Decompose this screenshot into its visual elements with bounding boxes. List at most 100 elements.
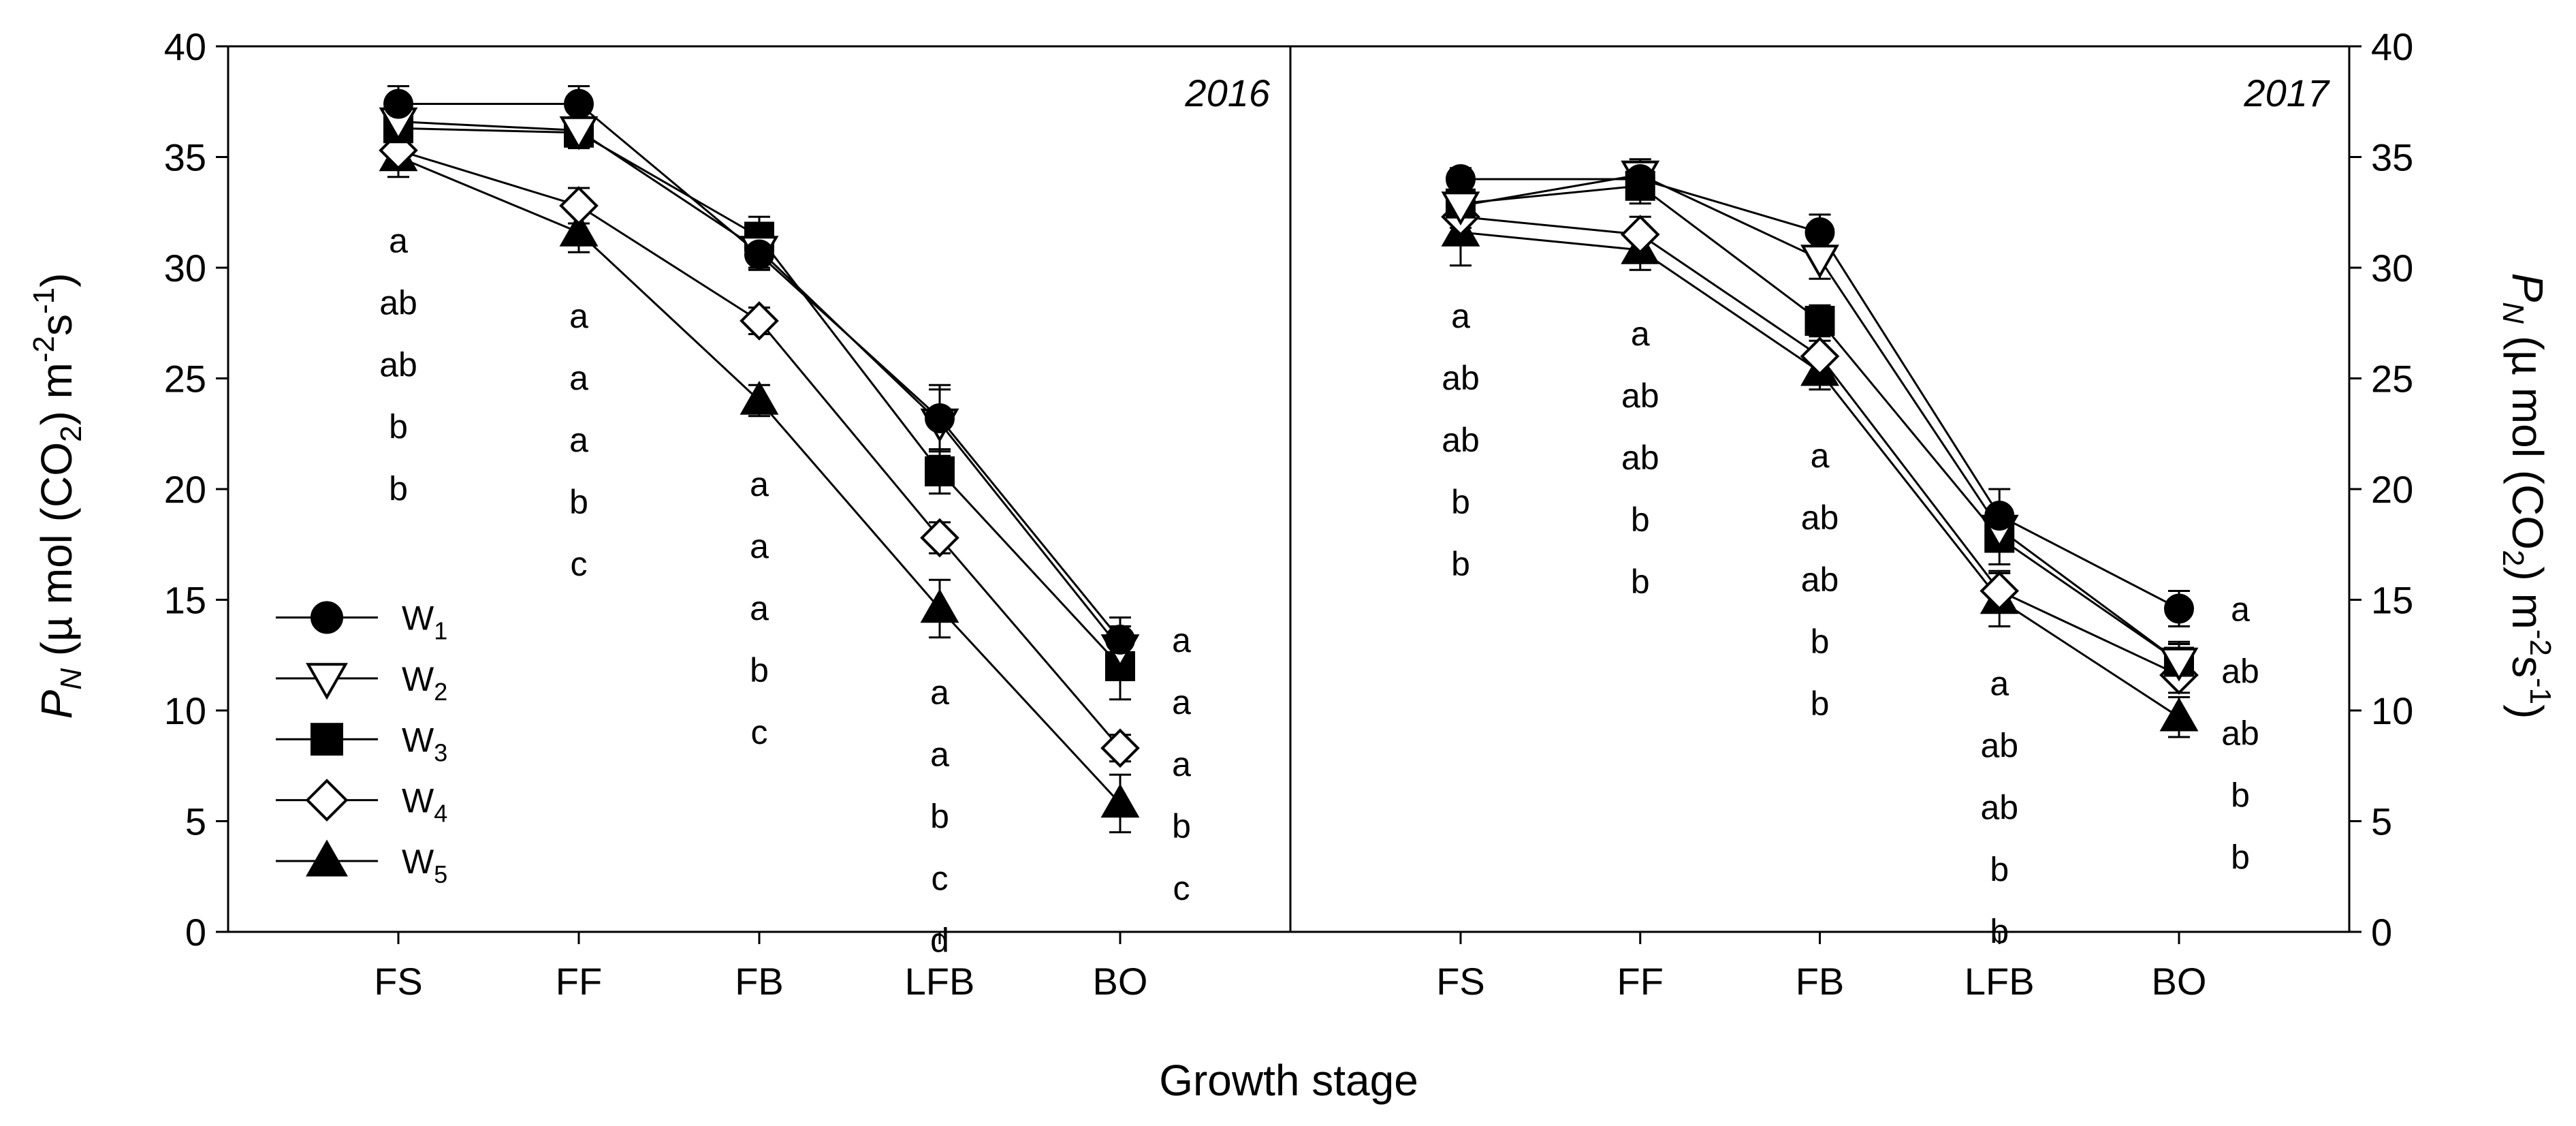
data-point-w4 — [1979, 571, 2020, 611]
significance-letter: b — [2231, 839, 2250, 877]
legend-label: W2 — [402, 660, 447, 706]
significance-letter: b — [1990, 851, 2009, 889]
significance-letter: a — [569, 421, 588, 459]
x-tick-label: FB — [1796, 960, 1845, 1003]
significance-letter: a — [389, 222, 408, 260]
plot-border — [227, 45, 2351, 933]
data-point-w5 — [740, 380, 779, 415]
data-point-w5 — [920, 589, 959, 623]
data-point-w1 — [2164, 593, 2194, 624]
y-title-p: P — [32, 689, 81, 719]
significance-letter: a — [1172, 683, 1191, 721]
y-title-s: s — [2503, 656, 2552, 678]
series-lines — [398, 103, 2180, 804]
y-title-exp2: -1 — [27, 287, 61, 314]
legend-marker — [305, 779, 349, 822]
legend-label: W3 — [402, 721, 447, 766]
legend-label: W4 — [402, 782, 447, 828]
y-tick-label-right: 5 — [2371, 800, 2392, 843]
y-title-unit-mid: ) m — [2503, 566, 2552, 629]
y-title-exp2: -1 — [2524, 678, 2557, 704]
significance-letter: ab — [1801, 499, 1839, 537]
significance-letter: b — [569, 483, 588, 521]
significance-letter: ab — [1442, 421, 1480, 459]
y-tick-label-left: 10 — [164, 689, 206, 732]
y-tick-label-right: 25 — [2371, 358, 2413, 401]
significance-letter: b — [389, 470, 408, 508]
y-tick-label-left: 15 — [164, 579, 206, 622]
y-title-co2-sub: 2 — [54, 426, 88, 442]
data-point-w1 — [1105, 625, 1135, 655]
significance-letter: b — [1990, 913, 2009, 951]
y-title-p: P — [2503, 273, 2552, 302]
y-tick-label-right: 10 — [2371, 689, 2413, 732]
y-tick-label-left: 25 — [164, 358, 206, 401]
y-tick-label-right: 40 — [2371, 25, 2413, 68]
significance-letter: ab — [1801, 561, 1839, 599]
y-title-close: ) — [2503, 704, 2552, 719]
significance-letter: b — [1172, 807, 1191, 845]
y-title-close: ) — [32, 273, 81, 287]
significance-letter: c — [932, 860, 949, 898]
y-title-p-sub: N — [54, 668, 88, 690]
significance-letter: ab — [2221, 653, 2259, 691]
significance-letter: b — [389, 408, 408, 446]
y-title-unit-pre: (µ mol (CO — [2503, 324, 2552, 550]
y-tick-label-right: 30 — [2371, 247, 2413, 290]
legend-label-subscript: 1 — [434, 617, 447, 645]
significance-letter: ab — [1621, 377, 1659, 415]
data-point-w2 — [2159, 647, 2199, 682]
data-point-w1 — [1984, 501, 2015, 531]
y-title-exp1: -2 — [2524, 629, 2557, 656]
x-tick-label: FF — [556, 960, 602, 1003]
data-point-w3 — [925, 456, 955, 486]
significance-letter: b — [1811, 685, 1830, 723]
y-tick-label-right: 35 — [2371, 136, 2413, 179]
y-title-unit-pre: (µ mol (CO — [32, 442, 81, 668]
significance-letter: b — [1631, 563, 1650, 601]
data-point-w5 — [559, 212, 599, 247]
significance-letter: d — [930, 922, 949, 960]
legend-marker — [311, 601, 343, 634]
significance-letter: ab — [1980, 727, 2018, 765]
y-title-unit-mid: ) m — [32, 362, 81, 425]
significance-letter: a — [750, 589, 769, 627]
y-tick-label-left: 0 — [185, 911, 206, 954]
significance-letter: a — [1811, 437, 1830, 475]
legend-label-base: W — [402, 599, 434, 638]
significance-letter: ab — [1621, 439, 1659, 477]
significance-letter: ab — [1442, 359, 1480, 397]
significance-letter: b — [930, 798, 949, 836]
significance-letter: a — [569, 359, 588, 397]
data-point-w1 — [1625, 164, 1655, 194]
x-axis-title: Growth stage — [1159, 1056, 1418, 1105]
legend-marker — [311, 723, 343, 756]
y-title-s: s — [32, 314, 81, 336]
error-bars — [387, 85, 2190, 834]
y-tick-label-left: 5 — [185, 800, 206, 843]
x-tick-label: FF — [1617, 960, 1664, 1003]
data-point-w1 — [744, 239, 774, 270]
significance-letter: a — [569, 297, 588, 335]
data-point-w4 — [740, 301, 779, 341]
significance-letter: c — [571, 545, 588, 583]
y-tick-label-left: 40 — [164, 25, 206, 68]
data-point-w4 — [1800, 337, 1840, 376]
significance-letter: b — [1451, 483, 1470, 521]
legend-marker — [306, 663, 348, 700]
x-tick-label: LFB — [905, 960, 975, 1003]
data-point-w1 — [925, 403, 955, 433]
y-tick-label-left: 20 — [164, 468, 206, 511]
significance-letter: b — [1811, 623, 1830, 661]
series-markers — [379, 89, 2199, 818]
x-tick-label: FS — [1436, 960, 1485, 1003]
significance-letter: a — [1990, 665, 2009, 703]
data-point-w4 — [559, 186, 599, 225]
x-tick-label: FB — [735, 960, 784, 1003]
y-title-p-sub: N — [2496, 302, 2530, 324]
y-tick-label-right: 0 — [2371, 911, 2392, 954]
significance-letter: b — [750, 651, 769, 689]
